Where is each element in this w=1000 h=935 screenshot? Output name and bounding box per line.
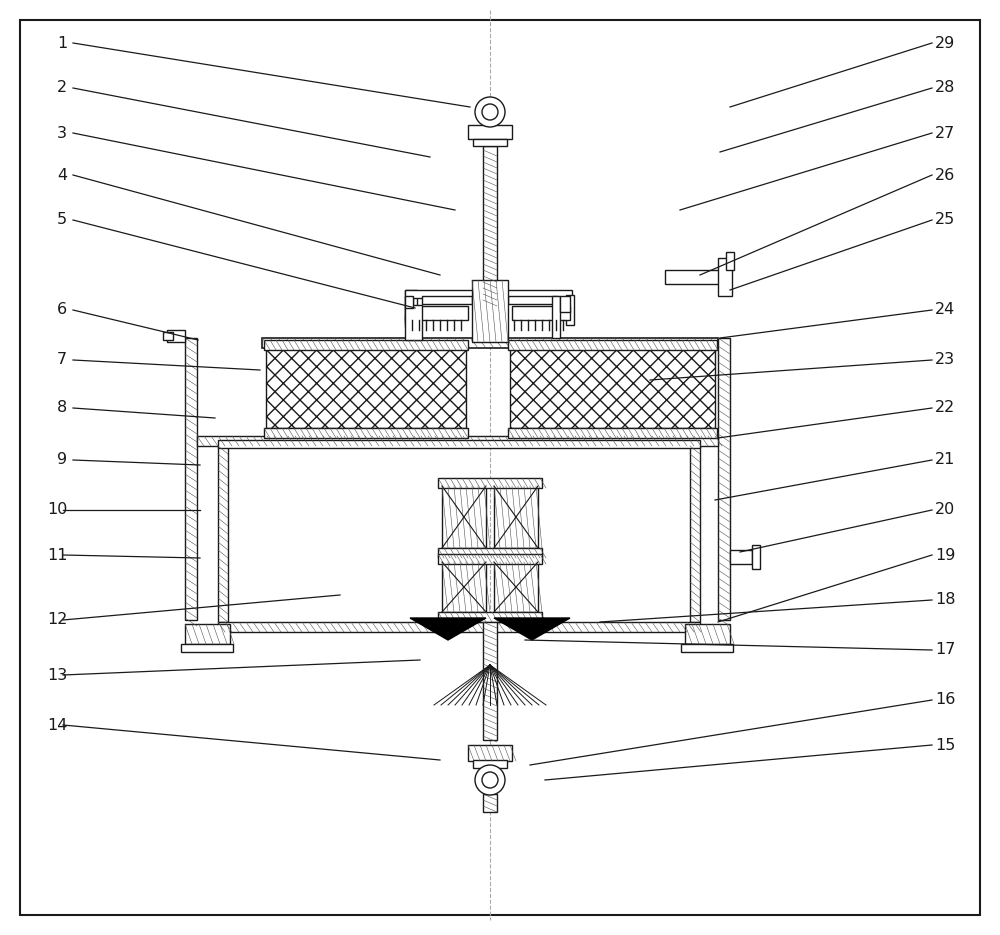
Text: 25: 25 bbox=[935, 212, 955, 227]
Bar bbox=[442, 486, 486, 548]
Bar bbox=[405, 290, 473, 298]
Bar bbox=[405, 315, 417, 327]
Text: 4: 4 bbox=[57, 167, 67, 182]
Bar bbox=[494, 486, 538, 548]
Bar bbox=[483, 622, 497, 740]
Text: 20: 20 bbox=[935, 502, 955, 517]
Text: 21: 21 bbox=[935, 453, 955, 468]
Text: 19: 19 bbox=[935, 548, 955, 563]
Bar bbox=[473, 760, 507, 768]
Bar bbox=[566, 295, 574, 325]
Bar bbox=[405, 296, 413, 308]
Text: 23: 23 bbox=[935, 352, 955, 367]
Circle shape bbox=[482, 772, 498, 788]
Text: 26: 26 bbox=[935, 167, 955, 182]
Bar bbox=[266, 348, 466, 428]
Circle shape bbox=[475, 765, 505, 795]
Text: 3: 3 bbox=[57, 125, 67, 140]
Text: 12: 12 bbox=[47, 612, 67, 627]
Text: 10: 10 bbox=[47, 502, 67, 517]
Text: 11: 11 bbox=[47, 548, 68, 563]
Text: 29: 29 bbox=[935, 36, 955, 50]
Bar bbox=[264, 340, 468, 350]
Bar bbox=[405, 290, 417, 320]
Bar bbox=[494, 562, 538, 612]
Text: 24: 24 bbox=[935, 303, 955, 318]
Bar bbox=[405, 305, 422, 340]
Bar bbox=[502, 290, 572, 298]
Bar bbox=[681, 644, 733, 652]
Text: 28: 28 bbox=[935, 80, 955, 95]
Bar bbox=[181, 644, 233, 652]
Bar bbox=[752, 545, 760, 569]
Text: 16: 16 bbox=[935, 693, 955, 708]
Bar bbox=[468, 745, 512, 761]
Bar bbox=[442, 562, 486, 612]
Bar bbox=[512, 306, 570, 320]
Bar bbox=[197, 436, 718, 446]
Bar bbox=[405, 298, 413, 323]
Bar bbox=[510, 348, 715, 428]
Text: 9: 9 bbox=[57, 453, 67, 468]
Text: 7: 7 bbox=[57, 352, 67, 367]
Bar bbox=[508, 428, 717, 438]
Bar bbox=[438, 612, 542, 622]
Text: 22: 22 bbox=[935, 400, 955, 415]
Bar bbox=[483, 794, 497, 812]
Text: 2: 2 bbox=[57, 80, 67, 95]
Bar bbox=[718, 338, 730, 620]
Bar bbox=[185, 338, 197, 620]
Circle shape bbox=[475, 97, 505, 127]
Bar bbox=[410, 306, 468, 320]
Bar bbox=[218, 440, 700, 448]
Bar bbox=[264, 428, 468, 438]
Text: 14: 14 bbox=[47, 717, 67, 732]
Bar bbox=[508, 296, 558, 304]
Text: 6: 6 bbox=[57, 303, 67, 318]
Bar bbox=[665, 270, 723, 284]
Bar bbox=[508, 340, 717, 350]
Bar bbox=[167, 330, 185, 342]
Text: 15: 15 bbox=[935, 738, 955, 753]
Bar bbox=[163, 332, 173, 340]
Circle shape bbox=[482, 104, 498, 120]
Bar bbox=[718, 258, 732, 296]
Bar bbox=[552, 296, 560, 338]
Bar bbox=[438, 478, 542, 488]
Bar bbox=[438, 554, 542, 564]
Bar bbox=[218, 622, 700, 632]
Text: 13: 13 bbox=[47, 668, 67, 683]
Bar bbox=[422, 296, 472, 304]
Bar bbox=[473, 139, 507, 146]
Bar bbox=[218, 446, 228, 622]
Bar bbox=[483, 146, 497, 306]
Text: 8: 8 bbox=[57, 400, 67, 415]
Bar bbox=[690, 446, 700, 622]
Polygon shape bbox=[410, 618, 486, 640]
Bar bbox=[472, 280, 508, 342]
Text: 17: 17 bbox=[935, 642, 955, 657]
Text: 18: 18 bbox=[935, 593, 956, 608]
Bar bbox=[438, 548, 542, 558]
Bar bbox=[468, 125, 512, 139]
Bar bbox=[685, 624, 730, 644]
Text: 5: 5 bbox=[57, 212, 67, 227]
Polygon shape bbox=[494, 618, 570, 640]
Text: 27: 27 bbox=[935, 125, 955, 140]
Bar bbox=[730, 550, 752, 564]
Bar bbox=[185, 624, 230, 644]
Text: 1: 1 bbox=[57, 36, 67, 50]
Bar bbox=[262, 338, 718, 348]
Bar bbox=[726, 252, 734, 270]
Bar bbox=[560, 296, 570, 312]
